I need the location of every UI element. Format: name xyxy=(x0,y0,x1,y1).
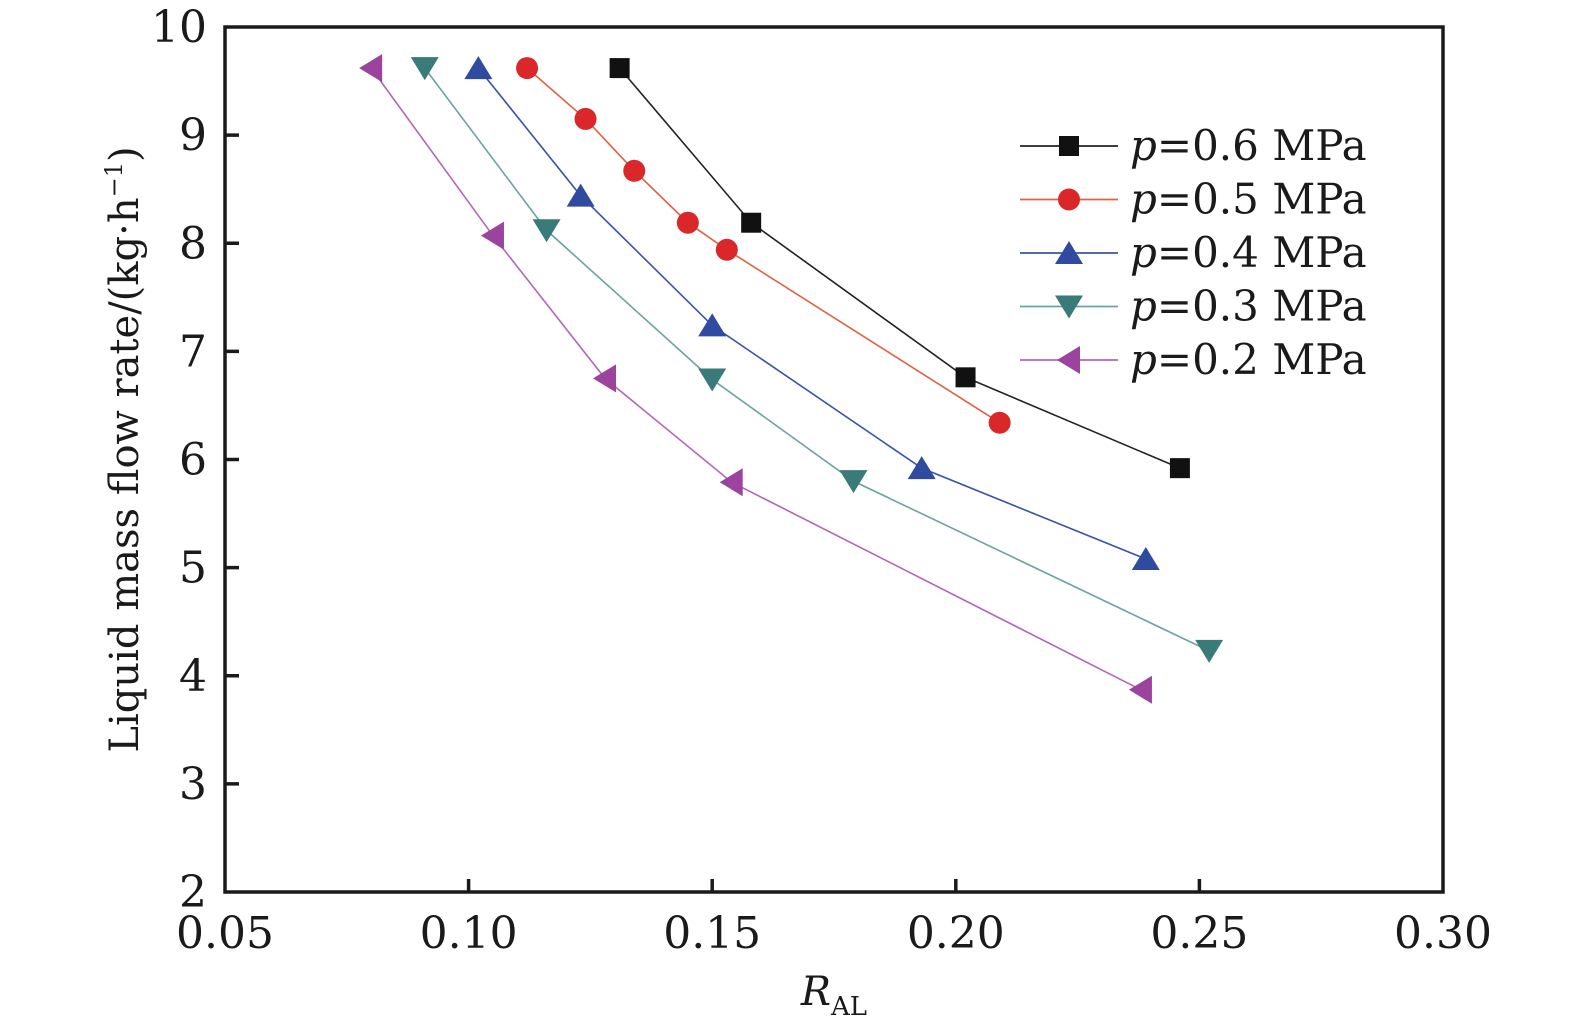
data-point-triangle-up xyxy=(698,313,727,337)
y-axis-label-main: Liquid mass flow rate/(kg·h xyxy=(102,197,148,752)
y-tick-label: 7 xyxy=(179,326,207,377)
series-p-0-6-mpa xyxy=(609,58,1190,479)
legend-item: p=0.5 MPa xyxy=(1020,175,1367,224)
y-axis-ticks: 2 3 4 5 6 7 8 9 10 xyxy=(151,2,239,918)
data-point-triangle-up xyxy=(907,456,936,480)
x-axis-label-main: R xyxy=(800,969,831,1015)
data-point-triangle-down xyxy=(1195,639,1224,663)
data-point-circle xyxy=(574,107,597,130)
legend-item: p=0.3 MPa xyxy=(1020,282,1367,331)
legend-marker-triangle-up xyxy=(1055,241,1083,264)
data-point-triangle-left xyxy=(1128,675,1152,704)
data-point-triangle-up xyxy=(464,56,493,80)
legend-label-value: =0.4 MPa xyxy=(1157,228,1367,277)
y-tick-label: 6 xyxy=(179,435,207,486)
series-p-0-4-mpa xyxy=(464,56,1160,570)
data-point-triangle-left xyxy=(480,221,504,250)
data-point-triangle-down xyxy=(532,219,561,243)
data-point-triangle-up xyxy=(566,183,595,207)
y-axis-label: Liquid mass flow rate/(kg·h−1) xyxy=(100,146,148,752)
data-point-circle xyxy=(715,238,738,261)
data-point-square xyxy=(609,58,630,79)
legend-label: p=0.2 MPa xyxy=(1130,335,1367,384)
data-point-circle xyxy=(676,211,699,234)
legend-marker-triangle-down xyxy=(1055,295,1083,319)
legend-marker-square xyxy=(1059,136,1079,156)
y-tick-label: 2 xyxy=(179,867,207,918)
y-axis-label-close: ) xyxy=(102,146,148,162)
y-tick-label: 3 xyxy=(179,759,207,810)
y-tick-label: 5 xyxy=(179,543,207,594)
x-tick-label: 0.10 xyxy=(420,908,518,959)
legend-item: p=0.6 MPa xyxy=(1020,121,1367,170)
legend-marker-triangle-left xyxy=(1057,346,1080,374)
x-tick-label: 0.05 xyxy=(176,908,274,959)
data-point-square xyxy=(955,367,976,388)
x-tick-label: 0.25 xyxy=(1150,908,1248,959)
series-layer xyxy=(359,54,1224,704)
data-point-triangle-left xyxy=(593,364,617,393)
series-p-0-2-mpa xyxy=(359,54,1152,704)
legend-label-variable: p xyxy=(1130,282,1157,331)
y-tick-label: 4 xyxy=(179,651,207,702)
data-point-triangle-down xyxy=(410,57,439,81)
data-point-square xyxy=(741,212,762,233)
data-point-triangle-left xyxy=(359,54,383,83)
x-tick-label: 0.20 xyxy=(907,908,1005,959)
legend-label: p=0.5 MPa xyxy=(1130,175,1367,224)
legend-label: p=0.4 MPa xyxy=(1130,228,1367,277)
legend-label-variable: p xyxy=(1130,335,1157,384)
y-tick-label: 8 xyxy=(179,218,207,269)
data-point-square xyxy=(1169,458,1190,479)
series-line xyxy=(526,67,1001,424)
series-p-0-5-mpa xyxy=(516,57,1011,434)
data-point-triangle-left xyxy=(719,468,743,497)
legend-item: p=0.2 MPa xyxy=(1020,335,1367,384)
series-line xyxy=(370,67,1142,691)
data-point-circle xyxy=(623,159,646,182)
legend-label-value: =0.6 MPa xyxy=(1157,121,1367,170)
x-tick-label: 0.15 xyxy=(663,908,761,959)
legend-label-value: =0.3 MPa xyxy=(1157,282,1367,331)
legend-label-variable: p xyxy=(1130,175,1157,224)
x-axis-ticks: 0.05 0.10 0.15 0.20 0.25 0.30 xyxy=(176,879,1492,959)
x-axis-label-subscript: AL xyxy=(830,992,867,1022)
legend-label-value: =0.2 MPa xyxy=(1157,335,1367,384)
y-tick-label: 9 xyxy=(179,110,207,161)
series-p-0-3-mpa xyxy=(410,57,1224,663)
legend-label-variable: p xyxy=(1130,121,1157,170)
data-point-circle xyxy=(516,57,539,80)
legend-label-value: =0.5 MPa xyxy=(1157,175,1367,224)
data-point-triangle-down xyxy=(839,470,868,494)
legend-marker-circle xyxy=(1058,188,1080,211)
data-point-triangle-down xyxy=(698,368,727,392)
x-axis-label: RAL xyxy=(800,969,867,1022)
series-line xyxy=(477,67,1147,560)
legend-label: p=0.6 MPa xyxy=(1130,121,1367,170)
legend-item: p=0.4 MPa xyxy=(1020,228,1367,277)
legend-label: p=0.3 MPa xyxy=(1130,282,1367,331)
data-point-triangle-up xyxy=(1131,546,1160,570)
data-point-circle xyxy=(988,411,1011,434)
series-line xyxy=(619,67,1181,469)
y-tick-label: 10 xyxy=(151,2,207,53)
x-tick-label: 0.30 xyxy=(1394,908,1492,959)
y-axis-label-superscript: −1 xyxy=(100,162,128,197)
legend-label-variable: p xyxy=(1130,228,1157,277)
